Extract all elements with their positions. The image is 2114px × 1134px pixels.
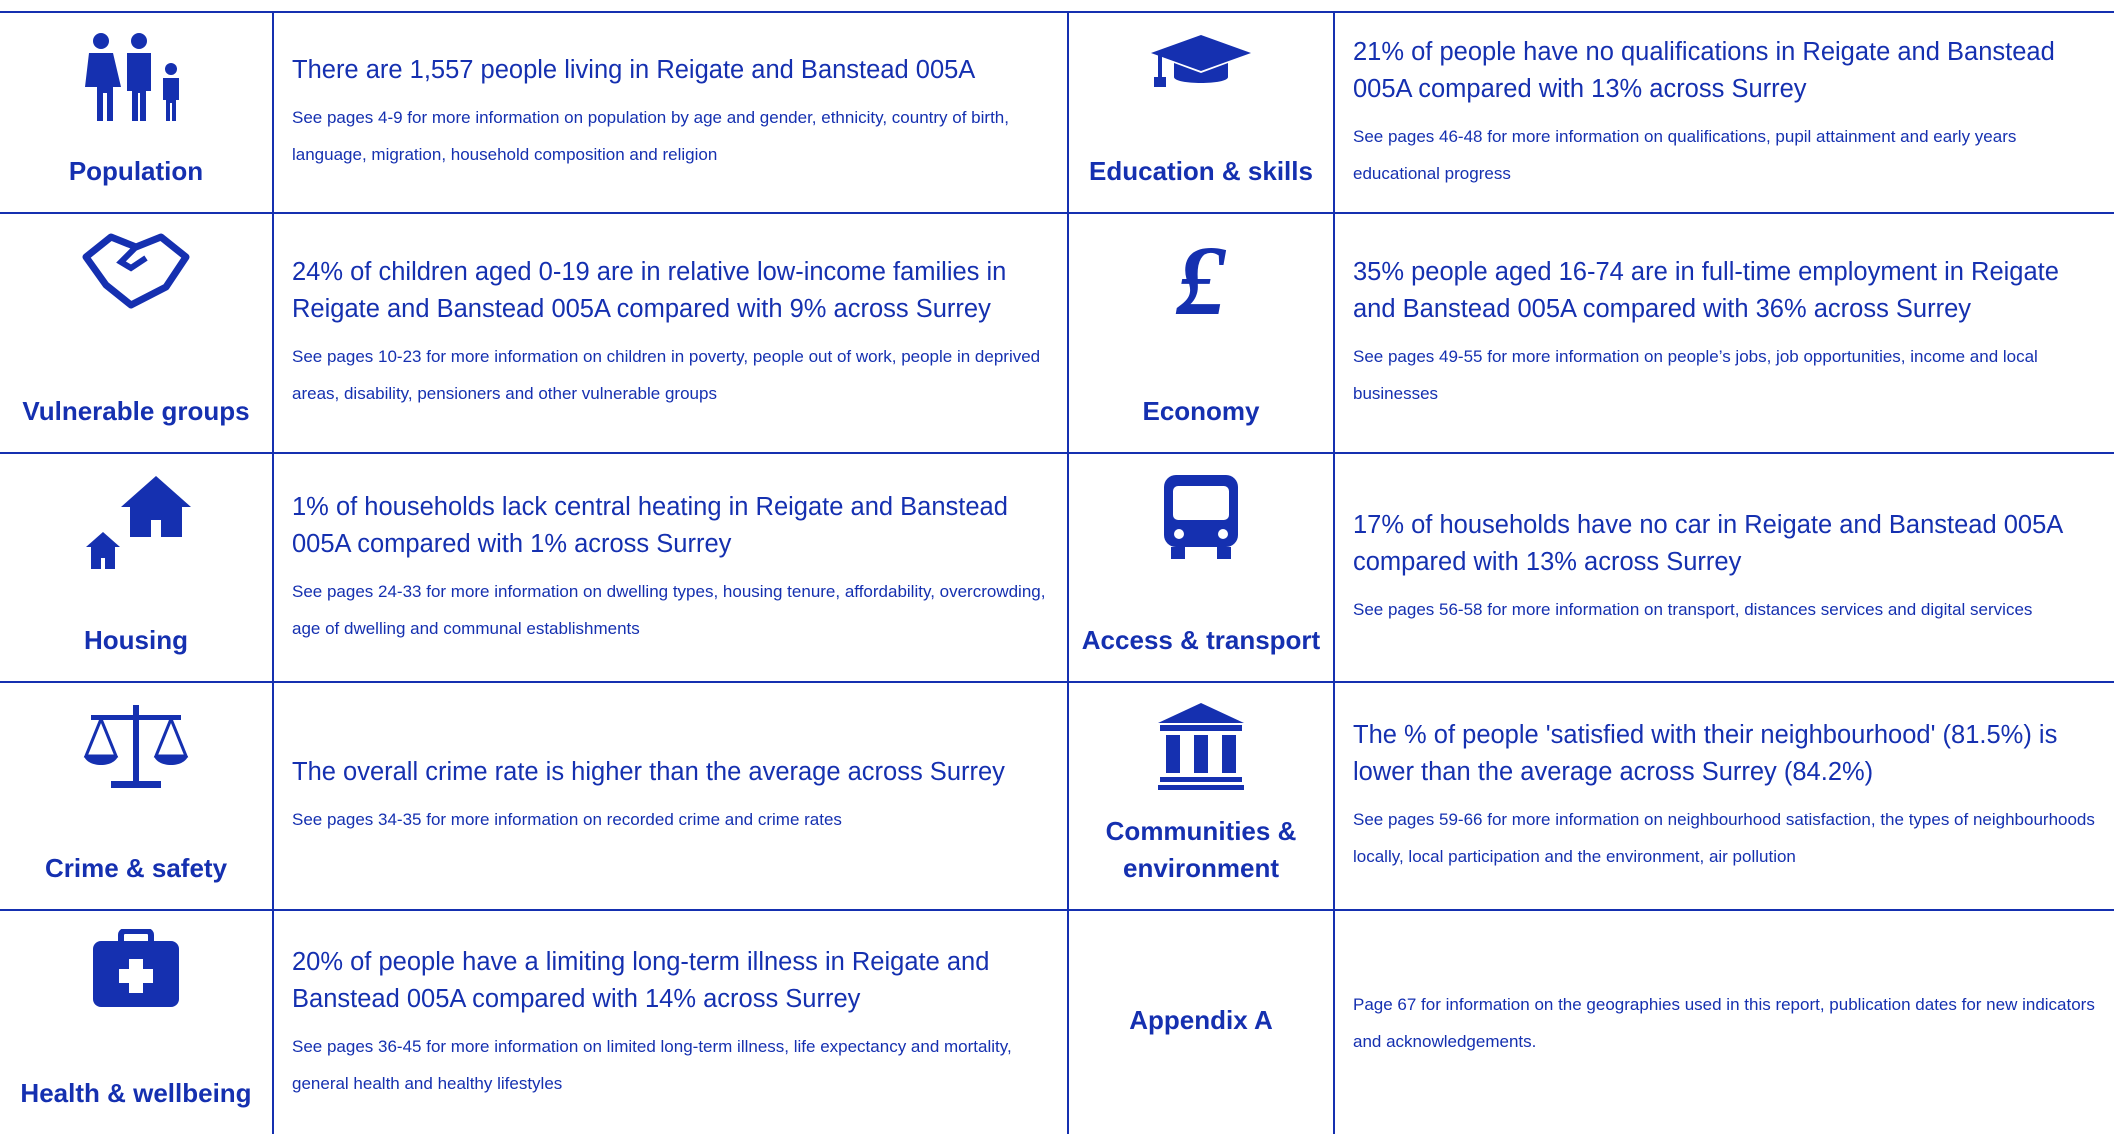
headline: The % of people 'satisfied with their ne… — [1353, 721, 2058, 786]
icon — [81, 701, 191, 791]
category-label: Communities & environment — [1105, 816, 1297, 883]
icon — [81, 472, 191, 572]
category-label: Economy — [1142, 396, 1260, 426]
summary-cell: There are 1,557 people living in Reigate… — [274, 13, 1069, 214]
category-cell: Appendix A — [1069, 911, 1335, 1134]
category-cell: Population — [0, 13, 274, 214]
category-cell: Education & skills — [1069, 13, 1335, 214]
detail-text: See pages 24-33 for more information on … — [292, 581, 1046, 638]
detail-text: See pages 49-55 for more information on … — [1353, 347, 2038, 403]
icon — [1156, 701, 1246, 791]
category-label: Appendix A — [1129, 1005, 1273, 1035]
detail-text: Page 67 for information on the geographi… — [1353, 994, 2095, 1051]
summary-cell: 17% of households have no car in Reigate… — [1335, 454, 2114, 683]
category-label: Vulnerable groups — [22, 396, 250, 426]
icon — [81, 232, 191, 312]
category-cell: Access & transport — [1069, 454, 1335, 683]
category-cell: £ Economy — [1069, 214, 1335, 454]
headline: 1% of households lack central heating in… — [292, 492, 1008, 558]
headline: 24% of children aged 0-19 are in relativ… — [292, 258, 1007, 323]
detail-text: See pages 34-35 for more information on … — [292, 810, 842, 829]
summary-cell: 20% of people have a limiting long-term … — [274, 911, 1069, 1134]
summary-cell: 35% people aged 16-74 are in full-time e… — [1335, 214, 2114, 454]
category-cell: Crime & safety — [0, 683, 274, 911]
detail-text: See pages 59-66 for more information on … — [1353, 810, 2095, 866]
summary-cell: Page 67 for information on the geographi… — [1335, 911, 2114, 1134]
headline: 21% of people have no qualifications in … — [1353, 37, 2055, 103]
headline: 35% people aged 16-74 are in full-time e… — [1353, 258, 2059, 323]
category-cell: Communities & environment — [1069, 683, 1335, 911]
detail-text: See pages 46-48 for more information on … — [1353, 126, 2017, 183]
category-cell: Housing — [0, 454, 274, 683]
icon — [1146, 31, 1256, 91]
summary-grid: Population There are 1,557 people living … — [0, 11, 2114, 1134]
icon — [91, 929, 181, 1009]
headline: There are 1,557 people living in Reigate… — [292, 56, 976, 84]
category-label: Education & skills — [1089, 156, 1313, 186]
svg-text:£: £ — [1175, 232, 1227, 322]
category-label: Access & transport — [1081, 625, 1321, 655]
headline: 20% of people have a limiting long-term … — [292, 947, 990, 1013]
detail-text: See pages 4-9 for more information on po… — [292, 108, 1009, 164]
headline: 17% of households have no car in Reigate… — [1353, 511, 2062, 576]
headline: The overall crime rate is higher than th… — [292, 758, 1005, 786]
icon — [81, 31, 191, 121]
summary-cell: 21% of people have no qualifications in … — [1335, 13, 2114, 214]
icon: £ — [1166, 232, 1236, 322]
category-cell: Vulnerable groups — [0, 214, 274, 454]
summary-cell: 1% of households lack central heating in… — [274, 454, 1069, 683]
detail-text: See pages 36-45 for more information on … — [292, 1036, 1012, 1093]
detail-text: See pages 56-58 for more information on … — [1353, 600, 2033, 619]
category-label: Population — [68, 156, 204, 186]
category-cell: Health & wellbeing — [0, 911, 274, 1134]
category-label: Housing — [84, 625, 188, 655]
category-label: Health & wellbeing — [20, 1078, 252, 1108]
icon — [1161, 472, 1241, 562]
summary-cell: The overall crime rate is higher than th… — [274, 683, 1069, 911]
summary-cell: The % of people 'satisfied with their ne… — [1335, 683, 2114, 911]
summary-cell: 24% of children aged 0-19 are in relativ… — [274, 214, 1069, 454]
category-label: Crime & safety — [44, 853, 228, 883]
detail-text: See pages 10-23 for more information on … — [292, 347, 1041, 403]
